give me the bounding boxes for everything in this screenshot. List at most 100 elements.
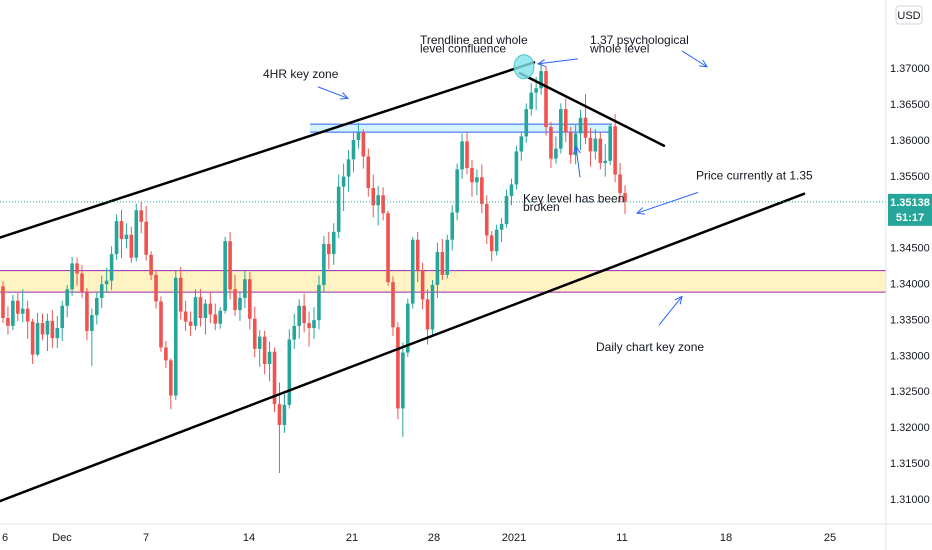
candle bbox=[381, 187, 385, 221]
candle-body bbox=[159, 301, 163, 348]
arrow bbox=[681, 50, 708, 68]
price-tick-label: 1.32000 bbox=[890, 422, 930, 434]
arrow bbox=[536, 58, 579, 67]
candle-body bbox=[603, 160, 608, 163]
candle bbox=[223, 236, 227, 314]
candle-body bbox=[203, 303, 208, 318]
candle bbox=[494, 224, 499, 256]
candle bbox=[50, 310, 55, 349]
candle bbox=[16, 292, 20, 321]
candle bbox=[405, 298, 410, 357]
candle bbox=[169, 358, 173, 410]
candle-body bbox=[499, 223, 504, 230]
candle bbox=[228, 231, 232, 300]
candle bbox=[257, 330, 262, 367]
candle-body bbox=[149, 254, 153, 275]
candle bbox=[297, 299, 301, 339]
candle-body bbox=[169, 360, 173, 396]
current-price-label: 1.35138 bbox=[890, 197, 930, 209]
candle-body bbox=[618, 174, 622, 194]
candle bbox=[554, 136, 558, 164]
time-tick-label: 14 bbox=[243, 532, 255, 544]
candle-body bbox=[173, 277, 178, 396]
candle-body bbox=[460, 141, 464, 170]
currency-button-frame[interactable] bbox=[895, 5, 923, 25]
candle bbox=[524, 103, 529, 143]
time-tick-label: 21 bbox=[346, 532, 358, 544]
candle-body bbox=[341, 176, 346, 187]
candle bbox=[149, 251, 153, 280]
candle bbox=[475, 169, 479, 196]
confluence-highlight bbox=[513, 54, 535, 80]
candle bbox=[371, 174, 376, 218]
candle-body bbox=[297, 305, 301, 326]
candle-body bbox=[35, 323, 40, 355]
candle bbox=[70, 256, 74, 296]
candle bbox=[455, 163, 459, 221]
candle-body bbox=[445, 239, 450, 275]
candle-body bbox=[539, 71, 543, 89]
annotation-text: 1.37 psychological bbox=[590, 33, 689, 47]
candle bbox=[203, 299, 208, 335]
price-axis[interactable]: 1.370001.365001.360001.355001.350001.345… bbox=[890, 63, 930, 506]
candle bbox=[366, 148, 371, 197]
candle-body bbox=[248, 279, 252, 319]
currency-button[interactable]: USD bbox=[895, 5, 923, 25]
candle bbox=[30, 318, 35, 364]
candle-body bbox=[568, 132, 573, 156]
annotation-text: Trendline and whole bbox=[420, 33, 528, 47]
candle-body bbox=[420, 270, 425, 300]
trendline bbox=[518, 71, 666, 147]
time-tick-label: 25 bbox=[824, 532, 836, 544]
candle bbox=[519, 131, 524, 161]
price-tick-label: 1.35500 bbox=[890, 171, 930, 183]
candle bbox=[559, 103, 563, 154]
candle bbox=[193, 289, 198, 331]
candle-body bbox=[480, 177, 484, 204]
time-tick-label: 2021 bbox=[502, 532, 526, 544]
candle bbox=[489, 231, 494, 262]
candle-body bbox=[401, 352, 405, 409]
candle-body bbox=[238, 297, 242, 311]
candle-body bbox=[435, 251, 440, 285]
candle bbox=[109, 246, 114, 290]
currency-button-label[interactable]: USD bbox=[897, 10, 920, 22]
candle-body bbox=[361, 132, 366, 157]
candle-body bbox=[598, 138, 603, 163]
candle-body bbox=[623, 193, 627, 202]
candle bbox=[470, 160, 474, 197]
price-tick-label: 1.34500 bbox=[890, 243, 930, 255]
candle bbox=[341, 163, 346, 212]
candle-body bbox=[386, 213, 390, 283]
candle-body bbox=[312, 320, 316, 329]
candle bbox=[213, 303, 218, 331]
candle bbox=[410, 236, 415, 309]
candle bbox=[376, 185, 380, 226]
candle-body bbox=[213, 314, 218, 324]
price-tick-label: 1.36500 bbox=[890, 99, 930, 111]
price-tick-label: 1.37000 bbox=[890, 63, 930, 75]
price-tick-label: 1.32500 bbox=[890, 386, 930, 398]
time-tick-label: 6 bbox=[2, 532, 8, 544]
candle-body bbox=[336, 186, 341, 232]
candle bbox=[484, 195, 489, 245]
candle-body bbox=[549, 127, 553, 159]
candle bbox=[139, 201, 144, 234]
price-tick-label: 1.34000 bbox=[890, 279, 930, 291]
arrow-shaft bbox=[658, 296, 683, 326]
arrow-shaft bbox=[537, 58, 579, 65]
time-axis[interactable]: 6 Dec 7 14 21 28 2021 11 18 25 bbox=[2, 532, 836, 544]
candle bbox=[568, 127, 573, 164]
candle bbox=[327, 231, 331, 270]
candle-body bbox=[455, 169, 459, 213]
candle-body bbox=[302, 305, 306, 324]
candle bbox=[623, 185, 627, 214]
candle-body bbox=[608, 126, 612, 161]
candle-body bbox=[262, 336, 267, 364]
daily-zone bbox=[0, 270, 886, 293]
candle bbox=[504, 189, 509, 228]
candle-body bbox=[243, 279, 247, 298]
candle-body bbox=[410, 239, 415, 304]
